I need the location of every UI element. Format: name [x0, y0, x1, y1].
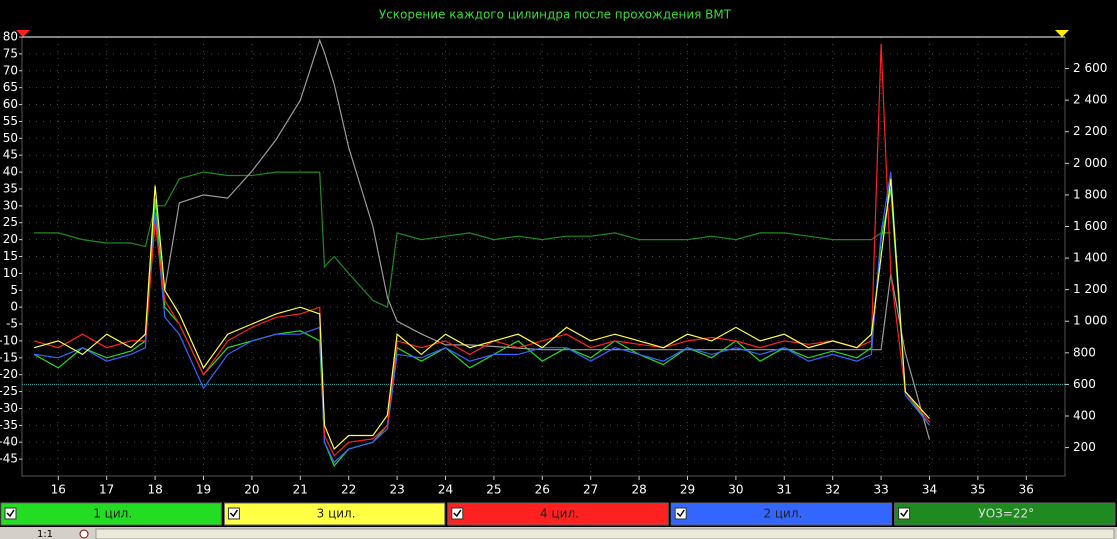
- y-tick-label: -20: [0, 367, 18, 381]
- x-tick-label: 17: [99, 483, 114, 497]
- x-tick-label: 22: [341, 483, 356, 497]
- y-tick-label: 5: [10, 283, 18, 297]
- y-tick-label: 35: [3, 181, 18, 195]
- y-tick-label: -45: [0, 452, 18, 466]
- y-tick-label: 50: [3, 131, 18, 145]
- x-tick-label: 30: [728, 483, 743, 497]
- x-tick-label: 26: [535, 483, 550, 497]
- y2-tick-label: 1 400: [1073, 251, 1107, 265]
- legend-check: [676, 509, 685, 518]
- y-tick-label: 15: [3, 249, 18, 263]
- series-line: [34, 171, 891, 309]
- scrollbar[interactable]: [95, 528, 1115, 539]
- y-tick-label: -5: [6, 317, 18, 331]
- legend-label: 3 цил.: [317, 507, 356, 521]
- x-tick-label: 21: [293, 483, 308, 497]
- y2-tick-label: 2 200: [1073, 124, 1107, 138]
- y-tick-label: 30: [3, 198, 18, 212]
- x-tick-label: 31: [777, 483, 792, 497]
- y2-tick-label: 2 600: [1073, 61, 1107, 75]
- legend-checkbox[interactable]: [451, 507, 464, 520]
- y2-tick-label: 1 200: [1073, 282, 1107, 296]
- legend-label: 2 цил.: [763, 507, 802, 521]
- legend-checkbox[interactable]: [227, 507, 240, 520]
- legend-cell[interactable]: [223, 502, 446, 526]
- y-tick-label: 0: [10, 300, 18, 314]
- y2-tick-label: 400: [1073, 408, 1096, 422]
- right-marker: [1055, 30, 1069, 37]
- x-tick-label: 27: [583, 483, 598, 497]
- legend-cell[interactable]: [894, 502, 1116, 526]
- legend-label: 1 цил.: [93, 507, 132, 521]
- legend-checkbox[interactable]: [674, 507, 687, 520]
- x-tick-label: 25: [486, 483, 501, 497]
- y2-tick-label: 1 600: [1073, 219, 1107, 233]
- x-tick-label: 35: [970, 483, 985, 497]
- zoom-label: 1:1: [37, 529, 53, 539]
- series-line: [34, 172, 930, 464]
- y2-tick-label: 1 000: [1073, 314, 1107, 328]
- y-tick-label: 70: [3, 63, 18, 77]
- x-tick-label: 34: [922, 483, 937, 497]
- legend-check: [900, 509, 909, 518]
- legend-checkbox[interactable]: [898, 507, 911, 520]
- x-tick-label: 24: [438, 483, 453, 497]
- x-tick-label: 33: [873, 483, 888, 497]
- y-tick-label: -30: [0, 401, 18, 415]
- y-tick-label: 10: [3, 266, 18, 280]
- y-tick-label: -35: [0, 418, 18, 432]
- x-tick-label: 19: [196, 483, 211, 497]
- y-tick-label: -15: [0, 350, 18, 364]
- y-tick-label: 60: [3, 97, 18, 111]
- y-tick-label: -25: [0, 384, 18, 398]
- y-tick-label: 25: [3, 215, 18, 229]
- y2-tick-label: 2 400: [1073, 93, 1107, 107]
- plot-area: [21, 36, 1066, 477]
- legend-check: [453, 509, 462, 518]
- chart-title: Ускорение каждого цилиндра после прохожд…: [379, 8, 732, 22]
- x-tick-label: 23: [389, 483, 404, 497]
- legend-label: 4 цил.: [540, 507, 579, 521]
- left-marker: [16, 30, 30, 37]
- y-tick-label: 65: [3, 80, 18, 94]
- y2-tick-label: 1 800: [1073, 187, 1107, 201]
- legend-checkbox[interactable]: [4, 507, 17, 520]
- y-tick-label: 45: [3, 148, 18, 162]
- y-tick-label: 75: [3, 46, 18, 60]
- x-tick-label: 16: [51, 483, 66, 497]
- y2-tick-label: 200: [1073, 440, 1096, 454]
- y-tick-label: -10: [0, 333, 18, 347]
- legend-cell[interactable]: [447, 502, 669, 526]
- series-line: [164, 38, 931, 440]
- y-tick-label: -40: [0, 435, 18, 449]
- series-line: [33, 178, 930, 451]
- legend-check: [229, 509, 239, 518]
- zoom-button[interactable]: [79, 529, 89, 539]
- y2-tick-label: 2 000: [1073, 156, 1107, 170]
- x-tick-label: 36: [1019, 483, 1034, 497]
- x-tick-label: 32: [825, 483, 840, 497]
- y-tick-label: 40: [3, 165, 18, 179]
- y2-tick-label: 600: [1073, 377, 1096, 391]
- y-tick-label: 55: [3, 114, 18, 128]
- x-tick-label: 29: [680, 483, 695, 497]
- legend-cell[interactable]: [670, 502, 893, 526]
- x-tick-label: 20: [244, 483, 259, 497]
- y-tick-label: 20: [3, 232, 18, 246]
- legend-check: [6, 509, 15, 518]
- y-tick-label: 80: [3, 30, 18, 44]
- legend-cell[interactable]: [0, 502, 222, 526]
- y2-tick-label: 800: [1073, 345, 1096, 359]
- x-tick-label: 28: [631, 483, 646, 497]
- x-tick-label: 18: [147, 483, 162, 497]
- legend-label: УОЗ=22°: [978, 507, 1034, 521]
